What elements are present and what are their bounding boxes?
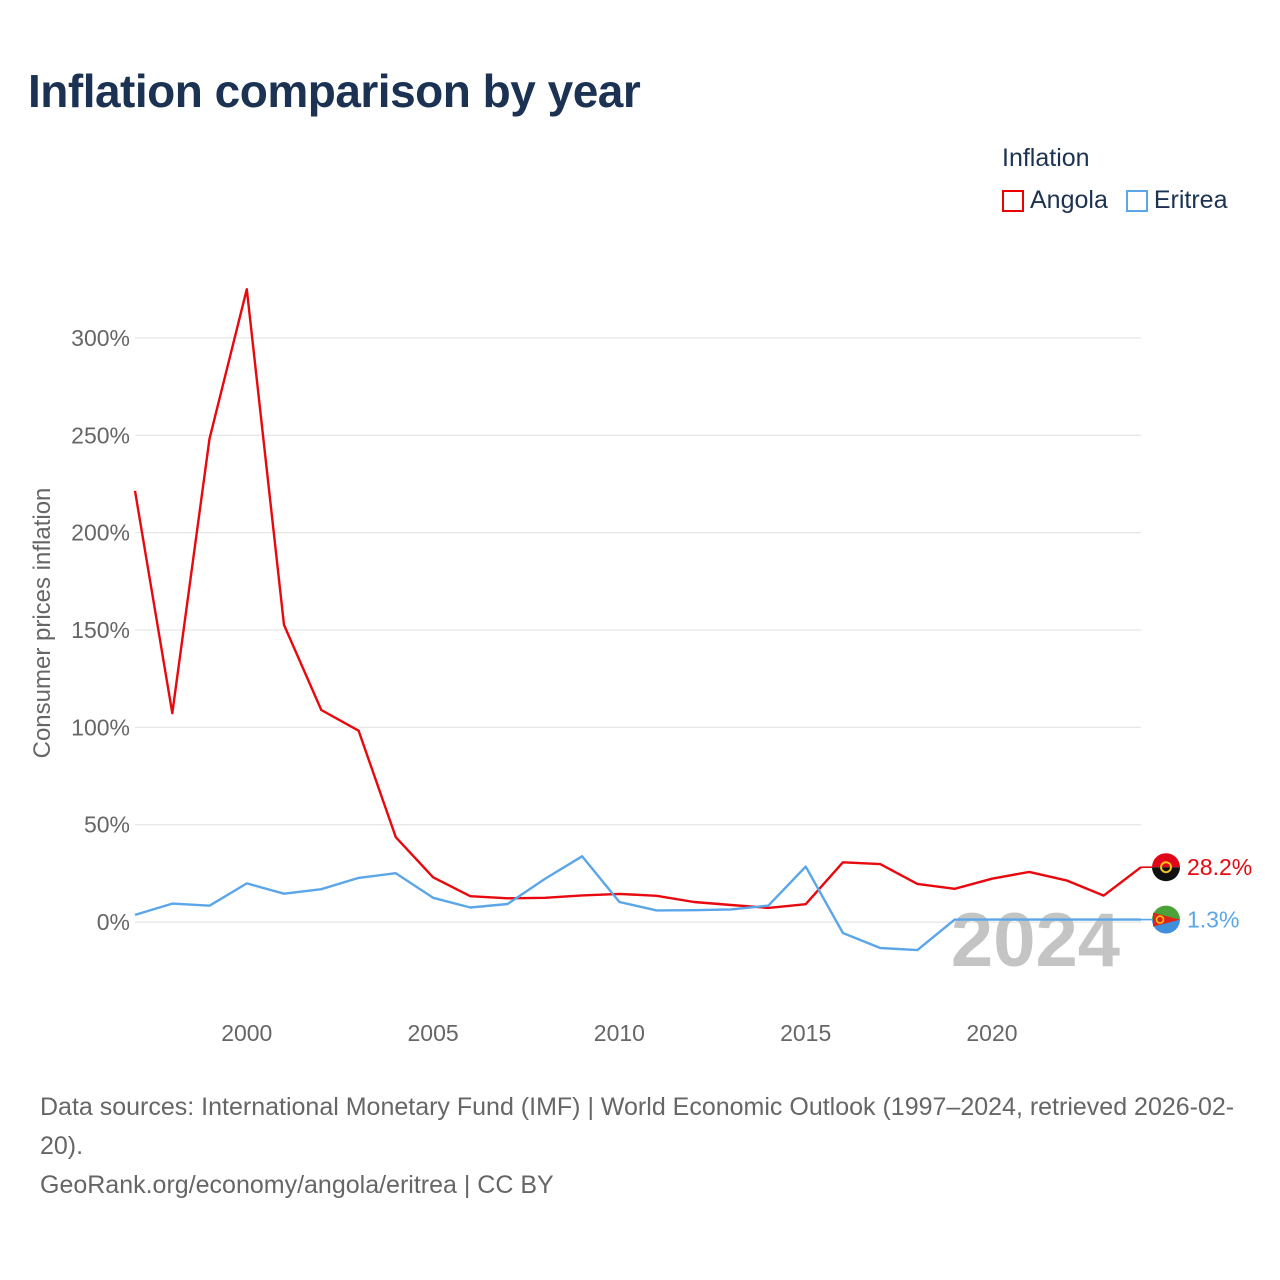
series-line-angola[interactable] xyxy=(133,288,1142,910)
x-axis-ticks: 2000 2005 2010 2015 2020 xyxy=(221,1020,1017,1046)
y-tick-label: 250% xyxy=(71,422,130,448)
line-chart: 0%50%100%150%200%250%300% 2000 2005 2010 20… xyxy=(29,288,1252,1046)
legend-item-angola[interactable]: Angola xyxy=(1002,186,1108,215)
flag-eritrea-icon xyxy=(1141,905,1181,934)
current-year-watermark: 2024 xyxy=(951,898,1120,983)
grid-lines xyxy=(135,337,1141,923)
x-tick-label: 2010 xyxy=(594,1020,645,1046)
legend-swatch-eritrea xyxy=(1125,189,1148,212)
end-value-label-angola: 28.2% xyxy=(1187,854,1252,880)
y-tick-label: 50% xyxy=(84,812,130,838)
legend: Angola Eritrea xyxy=(1002,186,1246,215)
series-line-eritrea[interactable] xyxy=(134,855,1141,952)
y-tick-label: 100% xyxy=(71,714,130,740)
chart-title: Inflation comparison by year xyxy=(28,65,641,117)
legend-item-eritrea[interactable]: Eritrea xyxy=(1125,186,1228,215)
y-tick-label: 200% xyxy=(71,520,130,546)
legend-swatch-angola xyxy=(1002,189,1024,212)
y-tick-label: 0% xyxy=(97,909,130,935)
source-line-2: GeoRank.org/economy/angola/eritrea | CC … xyxy=(40,1171,554,1199)
x-tick-label: 2020 xyxy=(966,1020,1017,1046)
legend-label-angola: Angola xyxy=(1030,186,1108,214)
flag-angola-icon xyxy=(1141,853,1181,882)
y-axis-title: Consumer prices inflation xyxy=(29,488,56,759)
end-value-label-eritrea: 1.3% xyxy=(1187,907,1239,933)
y-axis-ticks: 0% 50% 100% 150% 200% 250% 300% xyxy=(71,325,130,935)
x-tick-label: 2005 xyxy=(407,1020,458,1046)
series-lines xyxy=(133,288,1142,952)
end-markers: 28.2% 1.3% xyxy=(1141,853,1252,934)
y-tick-label: 300% xyxy=(71,325,130,351)
source-line-1: Data sources: International Monetary Fun… xyxy=(40,1093,1235,1160)
x-tick-label: 2000 xyxy=(221,1020,272,1046)
legend-title: Inflation xyxy=(1002,144,1090,172)
legend-label-eritrea: Eritrea xyxy=(1153,186,1228,214)
x-tick-label: 2015 xyxy=(780,1020,831,1046)
data-source-note: Data sources: International Monetary Fun… xyxy=(40,1088,1250,1205)
y-tick-label: 150% xyxy=(71,617,130,643)
